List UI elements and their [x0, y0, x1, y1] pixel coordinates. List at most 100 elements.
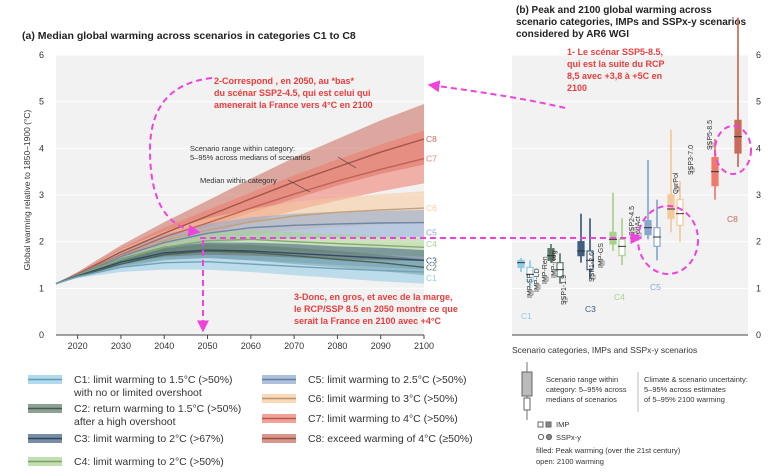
panel-b-ytick-label: 6 [756, 50, 761, 60]
end-label-c4: C4 [426, 239, 437, 249]
legend-item-label: C1: limit warming to 1.5°C (>50%) [74, 374, 233, 386]
arrow-note1-to-note2 [427, 80, 566, 109]
legend: C1: limit warming to 1.5°C (>50%)with no… [28, 374, 473, 468]
legend-swatch-c3 [28, 434, 62, 443]
key-range-text: category: 5–95% across [546, 385, 627, 394]
median-line-c2 [55, 250, 425, 285]
median-line-c1 [55, 261, 425, 285]
panel-a-ytick-label: 0 [39, 330, 44, 340]
box-c4 [618, 238, 626, 257]
legend-swatch-c7 [262, 414, 296, 423]
note-3-line: 3-Donc, en gros, et avec de la marge, [294, 292, 453, 302]
arrow-note2-to-2050 [148, 77, 213, 237]
imp-marker [689, 167, 695, 173]
key-range-text: Scenario range within [546, 375, 618, 384]
end-label-c7: C7 [426, 154, 437, 164]
key-box [521, 371, 533, 397]
note-3-line: serait la France en 2100 avec +4°C [294, 316, 441, 326]
panel-b-category-label: C8 [727, 214, 738, 224]
legend-item-label: C2: return warming to 1.5°C (>50%) [74, 403, 241, 415]
imp-label: SSP5-8.5 [707, 120, 714, 150]
imp-marker [528, 290, 534, 296]
imp-label: IMP-Ren [542, 256, 549, 284]
imp-label: SSP3-7.0 [688, 145, 695, 175]
box-c6 [676, 199, 684, 226]
key-imp-label: IMP [556, 420, 569, 429]
panel-b-ytick-label: 1 [756, 283, 761, 293]
panel-a-xtick-label: 2040 [154, 341, 174, 351]
imp-label: IMP-GS [598, 243, 605, 268]
imp-label: IMP-LD [534, 268, 541, 292]
panel-a-ytick-label: 3 [39, 190, 44, 200]
key-box-open [523, 397, 531, 411]
band-c1 [56, 254, 424, 284]
imp-marker [708, 142, 714, 148]
ssp-dot-open [537, 433, 545, 441]
legend-swatch-c6 [262, 394, 296, 403]
end-label-c6: C6 [426, 203, 437, 213]
range-note-leader [337, 156, 357, 169]
key-panel: Scenario categories, IMPs and SSPx-y sce… [512, 345, 748, 466]
key-title: Scenario categories, IMPs and SSPx-y sce… [512, 345, 697, 355]
legend-item-label: C7: limit warming to 4°C (>50%) [308, 413, 458, 425]
imp-label: SSP1-1.9 [561, 275, 568, 305]
end-label-c8: C8 [426, 134, 437, 144]
legend-item-label: C8: exceed warming of 4°C (≥50%) [308, 433, 473, 445]
end-label-c2: C2 [426, 262, 437, 272]
note-2-line: du scénar SSP2-4.5, qui est celui qui [214, 88, 371, 98]
note-1-line: qui est la suite du RCP [567, 59, 665, 69]
imp-marker [674, 186, 680, 192]
panel-b-category-label: C1 [521, 311, 532, 321]
overlay-annotations: 1- Le scénar SSP5-8.5, qui est la suite d… [148, 47, 752, 333]
box-c3 [577, 241, 585, 257]
panel-b-title: (b) Peak and 2100 global warming acrosss… [516, 5, 747, 40]
imp-label: CurPol [673, 172, 680, 194]
legend-swatch-c4 [28, 457, 62, 466]
imp-marker [543, 276, 549, 282]
imp-label: SSP1-2.6 [589, 252, 596, 282]
legend-item-label: C6: limit warming to 3°C (>50%) [308, 393, 458, 405]
median-line-c8 [55, 138, 425, 285]
note-1-line: 8,5 avec +3,8 à +5C en [567, 71, 662, 81]
panel-b-title-line: considered by AR6 WGI [516, 29, 629, 40]
legend-swatch-c1 [28, 375, 62, 384]
end-label-c3: C3 [426, 255, 437, 265]
panel-b-title-line: (b) Peak and 2100 global warming across [516, 5, 712, 16]
imp-marker [599, 260, 605, 266]
key-uncert-text: Climate & scenario uncertainty: [644, 375, 748, 384]
imp-label: SSP2-4.5 [629, 206, 636, 236]
imp-square-open [537, 421, 544, 428]
ssp-dot-filled [545, 433, 553, 441]
box-c1 [517, 259, 525, 268]
legend-item-label: C5: limit warming to 2.5°C (>50%) [308, 374, 467, 386]
panel-a-xtick-label: 2100 [414, 341, 434, 351]
panel-b-ytick-label: 0 [756, 330, 761, 340]
imp-marker [552, 270, 558, 276]
panel-b-ytick-label: 5 [756, 97, 761, 107]
band-c5 [56, 209, 424, 284]
panel-b-category-label: C4 [614, 292, 625, 302]
panel-a-plot: 0 1 2 3 4 5 6 2020 2030 2040 2050 2060 2070 2080 2090 2… [39, 50, 437, 351]
key-ssp-label: SSPx-y [556, 433, 581, 442]
imp-square-filled [545, 421, 552, 428]
panel-b-ytick-label: 2 [756, 237, 761, 247]
note-1-line: 2100 [567, 83, 587, 93]
key-filled-text: filled: Peak warming (over the 21st cent… [536, 446, 681, 455]
imp-label: IMP-Neg [551, 250, 558, 278]
panel-a-ytick-label: 4 [39, 143, 44, 153]
panel-a-xtick-label: 2070 [284, 341, 304, 351]
imp-marker [562, 297, 568, 303]
legend-item-label: after a high overshoot [74, 416, 176, 428]
panel-b-plot: 0 1 2 3 4 5 6 C1 C3 C4 C5 C8 IMP-SP IMP-LD IMP-Ren SSP1… [512, 17, 761, 340]
panel-b-category-label: C5 [650, 282, 661, 292]
panel-a-ytick-label: 1 [39, 283, 44, 293]
panel-b-title-line: scenario categories, IMPs and SSPx-y sce… [516, 17, 747, 28]
legend-swatch-c8 [262, 434, 296, 443]
end-label-c1: C1 [426, 273, 437, 283]
legend-swatch-c5 [262, 375, 296, 384]
key-open-text: open: 2100 warming [536, 457, 604, 466]
median-line-c3 [55, 249, 425, 285]
end-label-c5: C5 [426, 227, 437, 237]
note-2-line: 2-Correspond , en 2050, au *bas* [214, 76, 355, 86]
